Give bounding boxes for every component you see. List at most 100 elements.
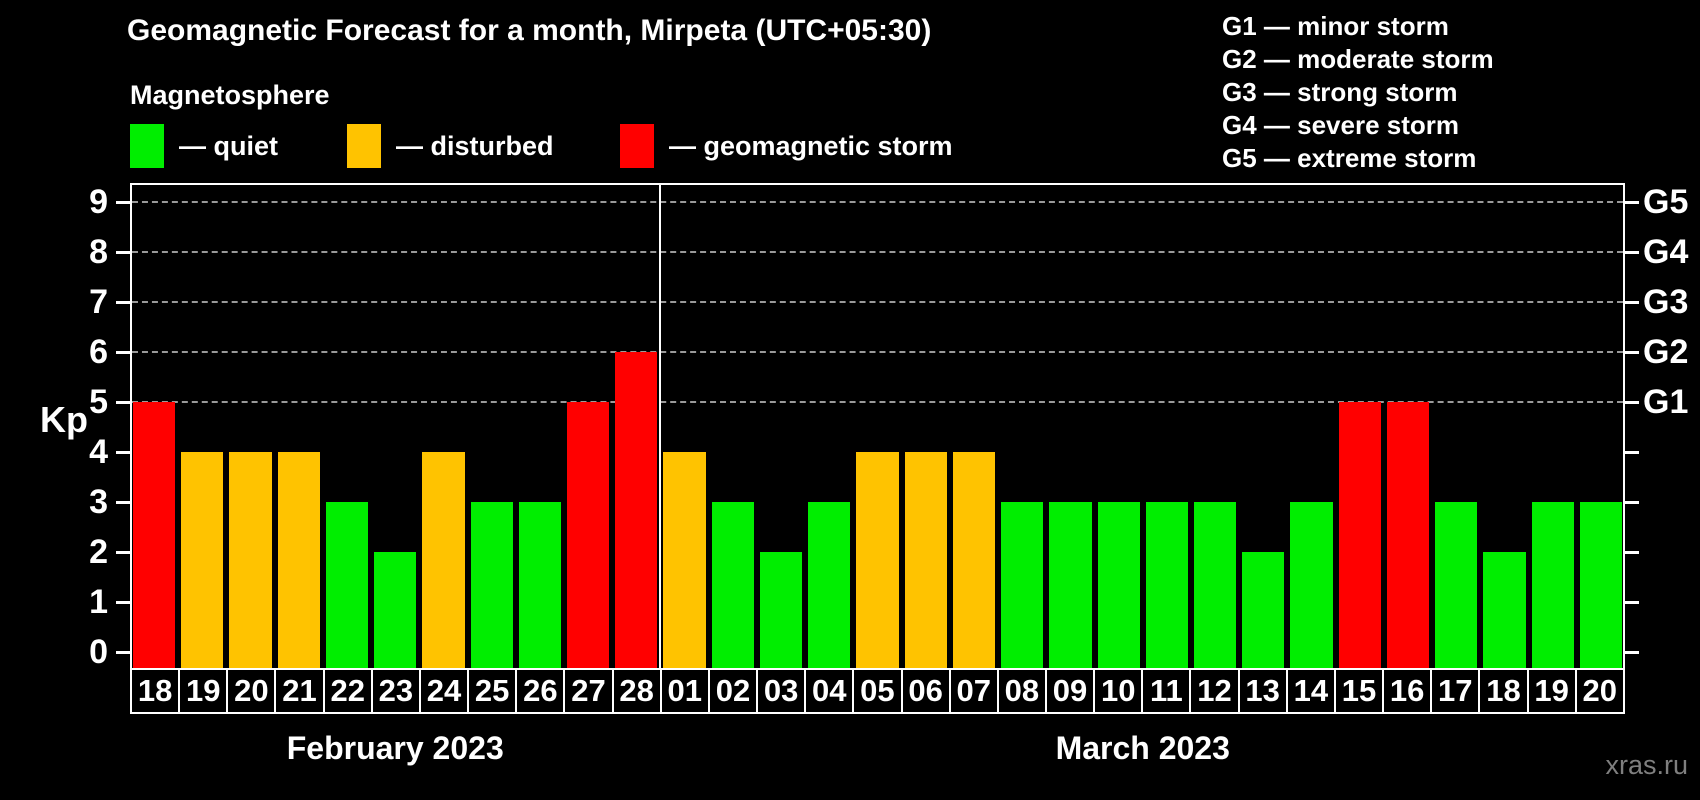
date-cell-feb-22: 22 bbox=[325, 670, 373, 712]
date-cell-feb-18: 18 bbox=[132, 670, 181, 712]
date-cell-mar-09: 09 bbox=[1047, 670, 1096, 712]
date-cell-feb-26: 26 bbox=[517, 670, 566, 712]
date-cell-mar-01: 01 bbox=[662, 670, 710, 712]
right-axis-label-g4: G4 bbox=[1643, 233, 1689, 271]
date-cell-feb-27: 27 bbox=[565, 670, 614, 712]
plot-top-border bbox=[130, 183, 1625, 185]
bar-feb-21 bbox=[277, 452, 320, 668]
y-tick-label-1: 1 bbox=[89, 583, 108, 621]
month-separator-line bbox=[659, 183, 662, 668]
gridline-kp5 bbox=[132, 401, 1623, 403]
gridline-kp8 bbox=[132, 251, 1623, 253]
right-axis-line bbox=[1623, 183, 1625, 668]
bar-feb-26 bbox=[518, 502, 562, 668]
chart-subtitle: Magnetosphere bbox=[130, 80, 330, 110]
bar-mar-12 bbox=[1193, 502, 1237, 668]
bar-feb-23 bbox=[374, 552, 417, 668]
y-tick-label-8: 8 bbox=[89, 233, 108, 271]
bar-feb-22 bbox=[325, 502, 369, 668]
date-cell-mar-18: 18 bbox=[1480, 670, 1529, 712]
bar-mar-02 bbox=[711, 502, 754, 668]
y-tick-left-1 bbox=[116, 601, 130, 604]
bar-mar-03 bbox=[759, 552, 803, 668]
bar-mar-20 bbox=[1579, 502, 1622, 668]
legend-swatch-storm-icon bbox=[620, 124, 654, 168]
y-tick-right-0 bbox=[1625, 651, 1639, 654]
legend-label-quiet: — quiet bbox=[179, 130, 278, 161]
right-axis-label-g3: G3 bbox=[1643, 283, 1689, 321]
bar-mar-04 bbox=[808, 502, 851, 668]
date-cell-mar-05: 05 bbox=[854, 670, 903, 712]
watermark: xras.ru bbox=[1605, 750, 1688, 780]
date-cell-feb-28: 28 bbox=[614, 670, 662, 712]
y-tick-left-2 bbox=[116, 551, 130, 554]
date-cell-mar-16: 16 bbox=[1384, 670, 1433, 712]
bar-feb-28 bbox=[615, 352, 658, 668]
bar-mar-17 bbox=[1435, 502, 1478, 668]
date-cell-mar-11: 11 bbox=[1143, 670, 1192, 712]
gridline-kp9 bbox=[132, 201, 1623, 203]
g-legend-line-g3: G3 — strong storm bbox=[1222, 77, 1458, 107]
bar-feb-25 bbox=[470, 502, 513, 668]
date-cell-feb-19: 19 bbox=[180, 670, 229, 712]
bar-mar-05 bbox=[856, 452, 899, 668]
bar-feb-19 bbox=[181, 452, 224, 668]
y-tick-left-0 bbox=[116, 651, 130, 654]
bar-mar-14 bbox=[1290, 502, 1333, 668]
bar-mar-18 bbox=[1483, 552, 1526, 668]
bar-mar-10 bbox=[1097, 502, 1140, 668]
y-axis-title: Kp bbox=[40, 399, 88, 440]
y-tick-right-8 bbox=[1625, 251, 1639, 254]
y-tick-left-7 bbox=[116, 301, 130, 304]
legend-label-disturbed: — disturbed bbox=[396, 130, 554, 161]
y-tick-right-4 bbox=[1625, 451, 1639, 454]
chart-title: Geomagnetic Forecast for a month, Mirpet… bbox=[127, 14, 932, 47]
y-tick-left-6 bbox=[116, 351, 130, 354]
y-tick-left-4 bbox=[116, 451, 130, 454]
y-tick-label-7: 7 bbox=[89, 283, 108, 321]
date-cell-mar-17: 17 bbox=[1432, 670, 1481, 712]
date-cell-mar-12: 12 bbox=[1191, 670, 1240, 712]
y-tick-left-3 bbox=[116, 501, 130, 504]
date-cell-feb-23: 23 bbox=[373, 670, 421, 712]
bar-feb-24 bbox=[422, 452, 465, 668]
y-tick-right-2 bbox=[1625, 551, 1639, 554]
g-scale-legend: G1 — minor storm G2 — moderate storm G3 … bbox=[1222, 10, 1494, 175]
g-legend-line-g1: G1 — minor storm bbox=[1222, 11, 1449, 41]
date-cell-mar-06: 06 bbox=[903, 670, 951, 712]
y-tick-left-9 bbox=[116, 201, 130, 204]
bar-mar-09 bbox=[1049, 502, 1092, 668]
y-tick-label-5: 5 bbox=[89, 383, 108, 421]
date-cell-mar-20: 20 bbox=[1582, 673, 1617, 708]
date-cell-mar-19: 19 bbox=[1529, 670, 1577, 712]
date-cell-mar-14: 14 bbox=[1288, 670, 1336, 712]
date-cell-mar-13: 13 bbox=[1240, 670, 1288, 712]
plot-area: Kp 0 1 2 3 4 5 6 7 8 9 G1 G2 G3 G4 G5 bbox=[40, 183, 1688, 671]
g-legend-line-g2: G2 — moderate storm bbox=[1222, 44, 1494, 74]
legend-item-storm: — geomagnetic storm bbox=[620, 124, 953, 168]
date-cell-mar-02: 02 bbox=[710, 670, 759, 712]
right-axis-label-g5: G5 bbox=[1643, 183, 1689, 221]
g-legend-line-g4: G4 — severe storm bbox=[1222, 110, 1460, 140]
y-tick-label-6: 6 bbox=[89, 333, 108, 371]
y-tick-right-9 bbox=[1625, 201, 1639, 204]
y-tick-label-0: 0 bbox=[89, 633, 108, 671]
y-tick-label-2: 2 bbox=[89, 533, 108, 571]
y-tick-label-3: 3 bbox=[89, 483, 108, 521]
date-cell-feb-24: 24 bbox=[421, 670, 470, 712]
legend-item-disturbed: — disturbed bbox=[347, 124, 554, 168]
bar-mar-01 bbox=[663, 452, 706, 668]
y-tick-right-7 bbox=[1625, 301, 1639, 304]
date-cell-mar-08: 08 bbox=[999, 670, 1047, 712]
y-axis-line bbox=[130, 183, 132, 668]
right-axis-label-g2: G2 bbox=[1643, 333, 1689, 371]
legend-label-storm: — geomagnetic storm bbox=[669, 130, 953, 161]
bar-mar-19 bbox=[1531, 502, 1574, 668]
legend-swatch-disturbed-icon bbox=[347, 124, 381, 168]
bar-feb-18 bbox=[133, 402, 176, 668]
legend-swatch-quiet-icon bbox=[130, 124, 164, 168]
bar-feb-20 bbox=[229, 452, 272, 668]
date-cell-mar-10: 10 bbox=[1095, 670, 1144, 712]
gridline-kp6 bbox=[132, 351, 1623, 353]
